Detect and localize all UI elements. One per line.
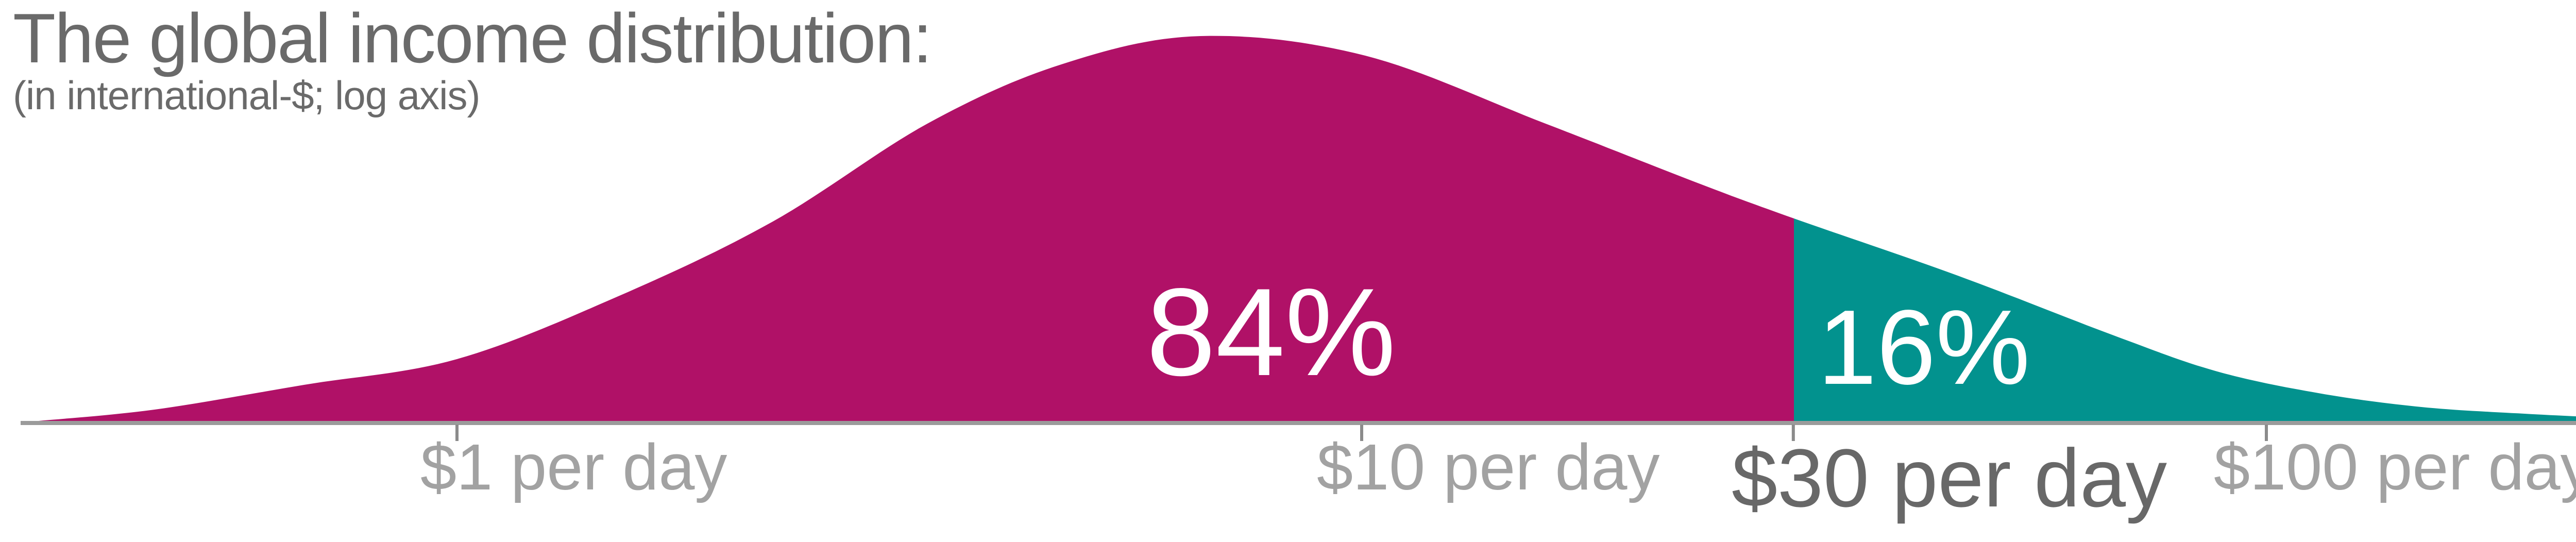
x-axis-tick-mark <box>2265 425 2268 441</box>
share-below-threshold-label: 84% <box>1146 263 1396 402</box>
distribution-area-above-threshold <box>1794 218 2576 421</box>
x-axis-tick-label: $10 per day <box>1317 431 1660 503</box>
x-axis-tick-mark <box>1791 425 1795 441</box>
x-axis-line <box>21 421 2576 425</box>
x-axis-tick-label: $100 per day <box>2214 431 2576 503</box>
x-axis-tick-mark <box>455 425 459 441</box>
x-axis-tick-label: $1 per day <box>420 431 727 503</box>
x-axis-tick-mark <box>1360 425 1363 441</box>
x-axis-tick-label: $30 per day <box>1732 432 2167 524</box>
chart-subtitle: (in international-$; log axis) <box>13 73 480 118</box>
chart-header: The global income distribution: (in inte… <box>13 0 933 118</box>
chart-title: The global income distribution: <box>13 0 933 77</box>
distribution-area-below-threshold <box>39 36 1794 422</box>
share-above-threshold-label: 16% <box>1818 288 2030 406</box>
